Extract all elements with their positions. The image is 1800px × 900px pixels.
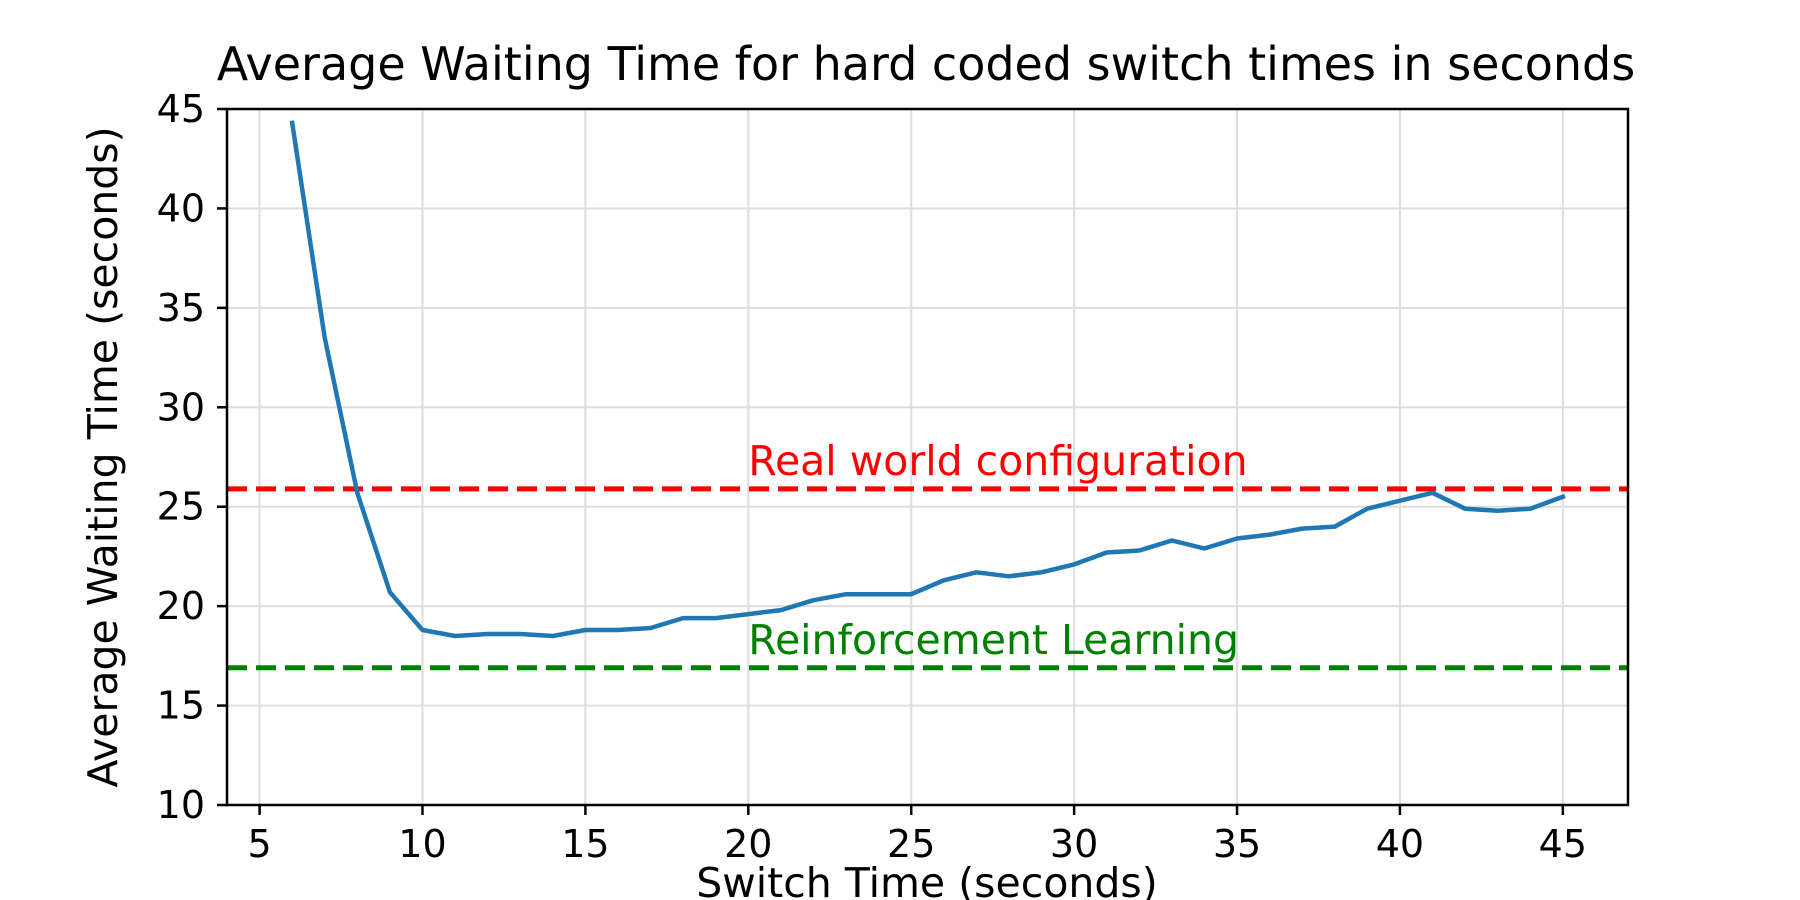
y-tick-label: 20 [157,584,205,628]
y-axis-label: Average Waiting Time (seconds) [79,126,127,787]
x-tick-label: 40 [1376,822,1424,866]
x-tick-label: 5 [247,822,271,866]
y-tick-label: 10 [157,783,205,827]
annotation-label-1: Reinforcement Learning [748,616,1239,664]
y-tick-label: 25 [157,485,205,529]
x-axis-label: Switch Time (seconds) [696,859,1158,900]
annotation-label-0: Real world configuration [748,437,1247,485]
plot-frame [225,107,1630,807]
reference-lines [227,486,1628,671]
chart-title: Average Waiting Time for hard coded swit… [217,37,1635,91]
x-tick-label: 15 [561,822,609,866]
x-tick-label: 30 [1050,822,1098,866]
x-axis-ticks: 5 10 15 20 25 30 35 40 45 [247,805,1587,866]
y-axis-ticks: 10 15 20 25 30 35 40 45 [157,87,227,827]
x-tick-label: 25 [887,822,935,866]
x-tick-label: 45 [1539,822,1587,866]
y-tick-label: 45 [157,87,205,131]
x-tick-label: 20 [724,822,772,866]
x-tick-label: 35 [1213,822,1261,866]
series-line-0 [289,120,1566,639]
y-tick-label: 35 [157,286,205,330]
y-tick-label: 40 [157,186,205,230]
y-tick-label: 15 [157,684,205,728]
data-series [289,120,1566,639]
x-tick-label: 10 [398,822,446,866]
y-tick-label: 30 [157,385,205,429]
annotations: Real world configuration Reinforcement Le… [748,437,1247,664]
